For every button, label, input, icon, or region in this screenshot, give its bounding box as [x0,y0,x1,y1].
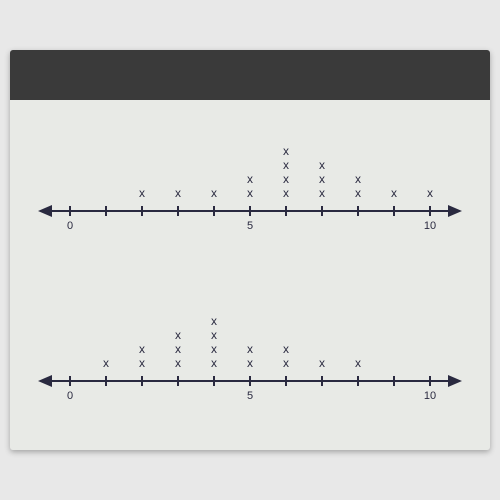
x-mark: x [355,356,361,370]
x-mark: x [283,342,289,356]
x-mark: x [139,342,145,356]
x-mark: x [211,314,217,328]
x-mark: x [319,356,325,370]
tick [285,376,287,386]
tick [429,376,431,386]
photo-frame: 0510xxxxxxxxxxxxxxxx0510xxxxxxxxxxxxxxxx [10,50,490,450]
x-mark: x [211,356,217,370]
x-mark: x [211,342,217,356]
top-dark-band [10,50,490,100]
x-mark: x [247,342,253,356]
dotplot-2: 0510xxxxxxxxxxxxxxxx [10,100,490,450]
content-area: 0510xxxxxxxxxxxxxxxx0510xxxxxxxxxxxxxxxx [10,100,490,450]
x-mark: x [247,356,253,370]
tick [357,376,359,386]
tick [249,376,251,386]
x-mark: x [103,356,109,370]
x-mark: x [139,356,145,370]
x-mark: x [211,328,217,342]
x-mark: x [175,328,181,342]
arrow-right-icon [448,375,462,387]
x-mark: x [283,356,289,370]
tick-label: 5 [247,390,253,402]
tick [177,376,179,386]
tick [321,376,323,386]
x-mark: x [175,356,181,370]
tick [69,376,71,386]
x-mark: x [175,342,181,356]
tick [213,376,215,386]
tick [393,376,395,386]
arrow-left-icon [38,375,52,387]
tick-label: 0 [67,390,73,402]
tick [105,376,107,386]
tick [141,376,143,386]
tick-label: 10 [424,390,436,402]
